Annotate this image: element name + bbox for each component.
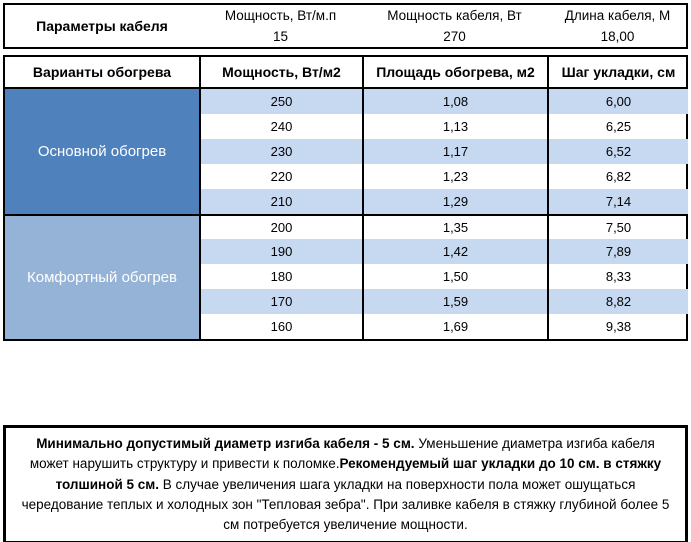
- param-label-cable-power: Мощность кабеля, Вт: [387, 8, 522, 23]
- table-cell: 160: [199, 314, 362, 339]
- table-cell: 1,69: [362, 314, 547, 339]
- section-label: Основной обогрев: [5, 89, 199, 214]
- table-cell: 8,82: [547, 289, 688, 314]
- table-cell: 250: [199, 89, 362, 114]
- param-value-cable-length: 18,00: [600, 29, 635, 44]
- table-cell: 220: [199, 164, 362, 189]
- note-text-segment: Рекомендуемый шаг укладки до 10 см. в ст…: [55, 456, 662, 492]
- table-cell: 7,50: [547, 214, 688, 239]
- note-text: Минимально допустимый диаметр изгиба каб…: [22, 436, 670, 532]
- section-label: Комфортный обогрев: [5, 214, 199, 339]
- table-cell: 1,08: [362, 89, 547, 114]
- table-cell: 1,23: [362, 164, 547, 189]
- table-cell: 6,52: [547, 139, 688, 164]
- param-value-cable-power: 270: [443, 29, 466, 44]
- table-cell: 1,13: [362, 114, 547, 139]
- param-label-power-per-meter: Мощность, Вт/м.п: [224, 8, 337, 23]
- table-cell: 8,33: [547, 264, 688, 289]
- table-cell: 6,25: [547, 114, 688, 139]
- note-text-segment: Уменьшение диаметра изгиба кабеля может …: [29, 436, 655, 472]
- table-cell: 210: [199, 189, 362, 214]
- table-cell: 1,42: [362, 239, 547, 264]
- table-cell: 7,14: [547, 189, 688, 214]
- heating-table-header-row: Варианты обогрева Мощность, Вт/м2 Площад…: [5, 57, 686, 89]
- param-value-power-per-meter: 15: [272, 29, 289, 44]
- table-cell: 190: [199, 239, 362, 264]
- table-cell: 240: [199, 114, 362, 139]
- table-cell: 230: [199, 139, 362, 164]
- note-box: Минимально допустимый диаметр изгиба каб…: [3, 425, 688, 542]
- header-area: Площадь обогрева, м2: [362, 57, 547, 87]
- table-cell: 6,00: [547, 89, 688, 114]
- cable-params-table: Параметры кабеля Мощность, Вт/м.п Мощнос…: [3, 3, 688, 49]
- table-cell: 170: [199, 289, 362, 314]
- table-cell: 7,89: [547, 239, 688, 264]
- header-heating-variants: Варианты обогрева: [32, 64, 172, 80]
- header-step: Шаг укладки, см: [547, 57, 688, 87]
- table-cell: 1,29: [362, 189, 547, 214]
- note-text-segment: Минимально допустимый диаметр изгиба каб…: [36, 436, 415, 451]
- table-cell: 9,38: [547, 314, 688, 339]
- heating-variants-table: Варианты обогрева Мощность, Вт/м2 Площад…: [3, 55, 688, 341]
- table-cell: 200: [199, 214, 362, 239]
- table-cell: 1,59: [362, 289, 547, 314]
- table-cell: 180: [199, 264, 362, 289]
- header-power: Мощность, Вт/м2: [199, 57, 362, 87]
- table-cell: 6,82: [547, 164, 688, 189]
- param-label-cable-length: Длина кабеля, М: [564, 8, 671, 23]
- table-cell: 1,35: [362, 214, 547, 239]
- note-text-segment: В случае увеличения шага укладки на пове…: [21, 476, 670, 533]
- table-cell: 1,17: [362, 139, 547, 164]
- heating-table-body: Основной обогрев 250 1,08 6,00 240 1,13 6,25 23…: [5, 89, 688, 339]
- table-cell: 1,50: [362, 264, 547, 289]
- params-title: Параметры кабеля: [36, 18, 168, 34]
